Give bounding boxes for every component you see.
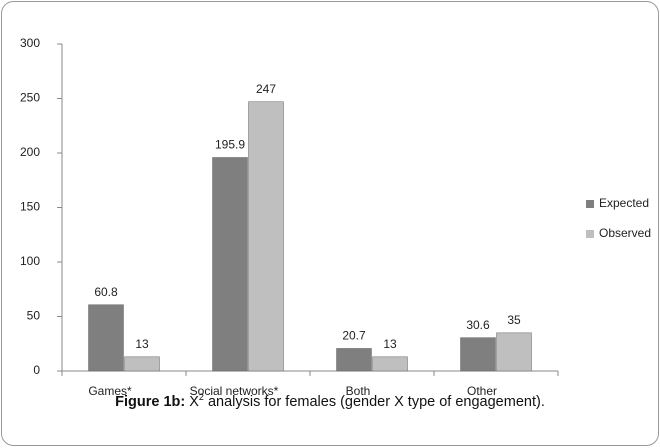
legend-swatch: [586, 200, 594, 208]
value-label: 20.7: [342, 329, 366, 343]
y-tick-label: 100: [20, 254, 40, 268]
legend-label: Observed: [599, 226, 651, 240]
value-label: 247: [256, 82, 276, 96]
caption-symbol: X: [189, 393, 199, 410]
value-label: 30.6: [466, 318, 490, 332]
bar: [212, 157, 248, 372]
bar: [372, 356, 408, 372]
y-tick-label: 200: [20, 145, 40, 159]
value-label: 35: [507, 313, 521, 327]
value-label: 60.8: [94, 285, 118, 299]
bar: [124, 356, 160, 372]
value-label: 13: [383, 337, 397, 351]
value-label: 195.9: [215, 138, 245, 152]
legend-label: Expected: [599, 196, 649, 210]
bar: [336, 348, 372, 372]
caption-label: Figure 1b:: [115, 393, 186, 410]
x-tick-label: Social networks*: [190, 384, 279, 398]
bar: [88, 304, 124, 372]
y-tick-label: 300: [20, 36, 40, 50]
bar: [460, 337, 496, 372]
y-tick-label: 0: [33, 363, 40, 377]
y-tick-label: 150: [20, 200, 40, 214]
legend-swatch: [586, 230, 594, 238]
value-label: 13: [135, 337, 149, 351]
y-tick-label: 50: [27, 309, 41, 323]
x-tick-label: Both: [346, 384, 371, 398]
y-tick-label: 250: [20, 91, 40, 105]
caption: Figure 1b: X2 analysis for females (gender…: [0, 392, 660, 410]
caption-superscript: 2: [198, 392, 204, 402]
x-tick-label: Games*: [88, 384, 132, 398]
x-tick-label: Other: [467, 384, 497, 398]
bar: [496, 332, 532, 372]
caption-text: analysis for females (gender X type of e…: [207, 393, 545, 410]
bar: [248, 101, 284, 372]
